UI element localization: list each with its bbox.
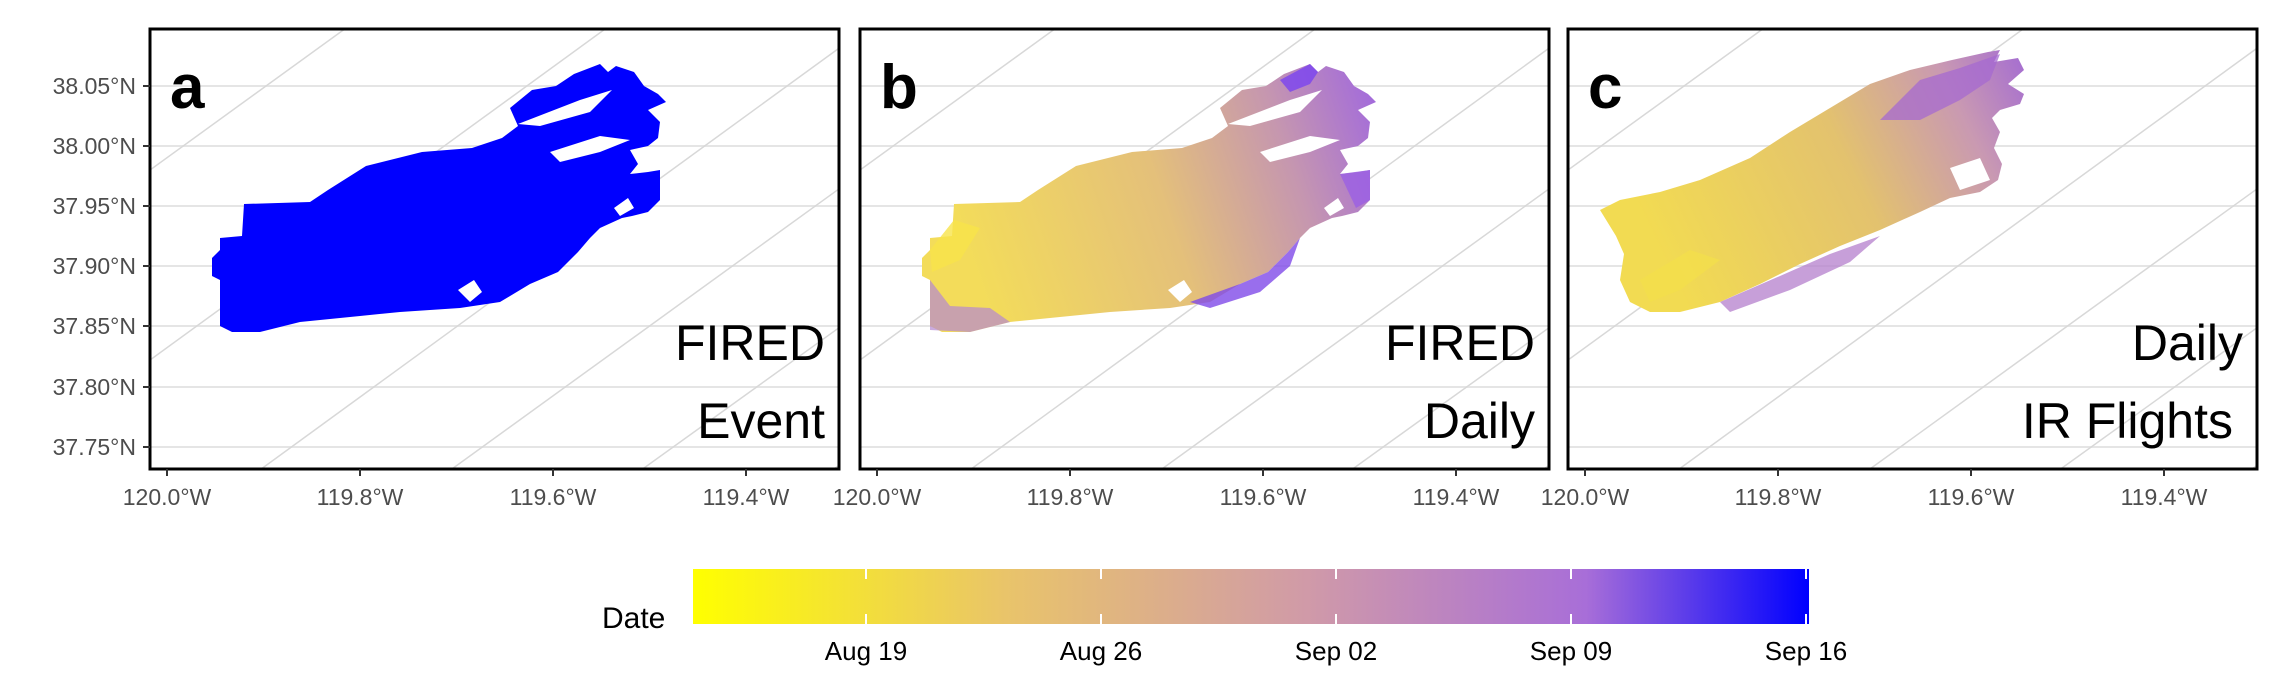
panel-c-label-line1: Daily <box>2132 315 2243 371</box>
panel-b-frame <box>858 27 1551 471</box>
panel-b-x-axis: 120.0°W 119.8°W 119.6°W 119.4°W <box>833 469 1500 510</box>
x-tick-label: 119.4°W <box>1413 484 1500 510</box>
panel-b-label-line1: FIRED <box>1385 315 1535 371</box>
panel-c-label-line2: IR Flights <box>2022 393 2233 449</box>
x-tick-label: 119.8°W <box>1027 484 1114 510</box>
panel-a-x-axis: 120.0°W 119.8°W 119.6°W 119.4°W <box>123 469 790 510</box>
y-tick-label: 37.80°N <box>53 374 136 400</box>
panel-a-label-line2: Event <box>697 393 825 449</box>
panel-a: a FIRED Event <box>148 27 841 471</box>
legend-tick-label: Sep 09 <box>1530 636 1612 666</box>
panel-c-frame <box>1566 27 2259 471</box>
panel-c-x-axis: 120.0°W 119.8°W 119.6°W 119.4°W <box>1541 469 2208 510</box>
panel-a-label-line1: FIRED <box>675 315 825 371</box>
x-tick-label: 119.4°W <box>2121 484 2208 510</box>
x-tick-label: 119.4°W <box>703 484 790 510</box>
date-legend: Date Aug 19 Aug 26 Sep 02 Sep 09 Sep 16 <box>602 569 1847 666</box>
panel-c: c Daily IR Flights <box>1566 27 2259 471</box>
panel-c-fire-perimeter <box>1600 50 2024 312</box>
x-tick-label: 119.8°W <box>317 484 404 510</box>
y-tick-label: 37.85°N <box>53 313 136 339</box>
panel-b-label-line2: Daily <box>1424 393 1535 449</box>
y-tick-label: 37.90°N <box>53 253 136 279</box>
panel-b-fire-perimeter <box>922 64 1376 332</box>
y-tick-label: 37.95°N <box>53 193 136 219</box>
y-tick-label: 37.75°N <box>53 434 136 460</box>
panel-a-frame <box>148 27 841 471</box>
y-tick-label: 38.00°N <box>53 133 136 159</box>
legend-tick-label: Aug 19 <box>825 636 907 666</box>
panel-c-letter: c <box>1588 53 1622 122</box>
legend-title: Date <box>602 602 665 635</box>
x-tick-label: 119.6°W <box>1220 484 1307 510</box>
legend-colorbar <box>693 569 1809 624</box>
x-tick-label: 120.0°W <box>833 484 922 510</box>
x-tick-label: 120.0°W <box>123 484 212 510</box>
legend-tick-label: Sep 02 <box>1295 636 1377 666</box>
legend-tick-label: Aug 26 <box>1060 636 1142 666</box>
x-tick-label: 120.0°W <box>1541 484 1630 510</box>
x-tick-label: 119.6°W <box>510 484 597 510</box>
legend-tick-label: Sep 16 <box>1765 636 1847 666</box>
panel-b: b FIRED Daily <box>858 27 1551 471</box>
x-tick-label: 119.8°W <box>1735 484 1822 510</box>
x-tick-label: 119.6°W <box>1928 484 2015 510</box>
panel-a-letter: a <box>170 53 205 122</box>
y-axis: 37.75°N 37.80°N 37.85°N 37.90°N 37.95°N … <box>53 73 150 460</box>
y-tick-label: 38.05°N <box>53 73 136 99</box>
panel-b-letter: b <box>880 53 918 122</box>
